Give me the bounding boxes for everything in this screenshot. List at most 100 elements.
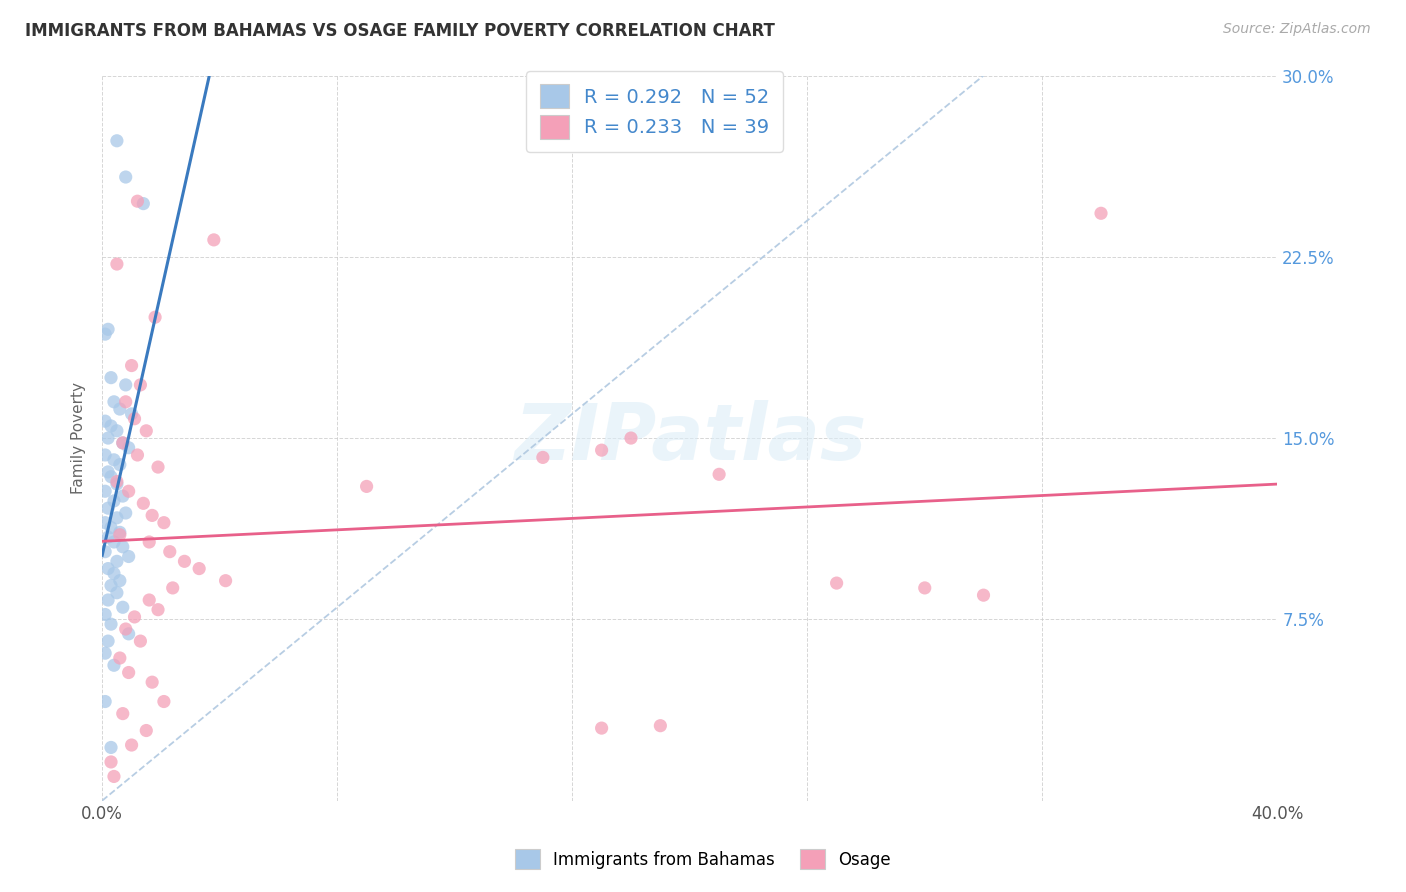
Point <box>94 327 117 342</box>
Point <box>135 424 157 438</box>
Point <box>124 411 146 425</box>
Y-axis label: Family Poverty: Family Poverty <box>72 382 86 494</box>
Point <box>105 554 128 568</box>
Point <box>94 414 117 428</box>
Point <box>114 622 136 636</box>
Point <box>111 706 134 721</box>
Point <box>118 549 141 564</box>
Point <box>141 508 163 523</box>
Point <box>118 441 141 455</box>
Point <box>100 520 122 534</box>
Point <box>127 194 149 209</box>
Point <box>132 496 155 510</box>
Point <box>111 489 134 503</box>
Point <box>114 169 136 184</box>
Point <box>1090 206 1112 220</box>
Point <box>153 516 176 530</box>
Point <box>103 658 125 673</box>
Text: ZIPatlas: ZIPatlas <box>513 401 866 476</box>
Point <box>118 484 141 499</box>
Point <box>620 431 643 445</box>
Point <box>114 377 136 392</box>
Point <box>356 479 378 493</box>
Point <box>127 448 149 462</box>
Point <box>129 377 152 392</box>
Point <box>94 607 117 622</box>
Point <box>162 581 184 595</box>
Point <box>97 593 120 607</box>
Point <box>111 540 134 554</box>
Point <box>531 450 554 465</box>
Point <box>591 443 613 458</box>
Point <box>94 484 117 499</box>
Point <box>105 477 128 491</box>
Point <box>108 651 131 665</box>
Point <box>103 394 125 409</box>
Point <box>111 600 134 615</box>
Point <box>108 525 131 540</box>
Point <box>105 424 128 438</box>
Point <box>100 617 122 632</box>
Point <box>103 494 125 508</box>
Point <box>97 431 120 445</box>
Point <box>97 501 120 516</box>
Point <box>202 233 225 247</box>
Point <box>94 646 117 660</box>
Point <box>973 588 995 602</box>
Point <box>103 566 125 581</box>
Point <box>707 467 730 482</box>
Text: Source: ZipAtlas.com: Source: ZipAtlas.com <box>1223 22 1371 37</box>
Point <box>97 465 120 479</box>
Legend: R = 0.292   N = 52, R = 0.233   N = 39: R = 0.292 N = 52, R = 0.233 N = 39 <box>526 70 783 153</box>
Point <box>146 602 169 616</box>
Point <box>94 544 117 558</box>
Point <box>118 665 141 680</box>
Point <box>111 436 134 450</box>
Point <box>121 738 143 752</box>
Point <box>143 310 166 325</box>
Point <box>100 740 122 755</box>
Point <box>914 581 936 595</box>
Point <box>138 593 160 607</box>
Point <box>108 527 131 541</box>
Point <box>124 610 146 624</box>
Point <box>108 458 131 472</box>
Point <box>105 134 128 148</box>
Point <box>173 554 195 568</box>
Point <box>146 460 169 475</box>
Text: IMMIGRANTS FROM BAHAMAS VS OSAGE FAMILY POVERTY CORRELATION CHART: IMMIGRANTS FROM BAHAMAS VS OSAGE FAMILY … <box>25 22 775 40</box>
Point <box>121 359 143 373</box>
Point <box>214 574 236 588</box>
Point <box>114 506 136 520</box>
Point <box>94 448 117 462</box>
Point <box>138 535 160 549</box>
Point <box>105 475 128 489</box>
Point <box>114 394 136 409</box>
Point <box>188 561 211 575</box>
Point <box>103 535 125 549</box>
Point <box>650 719 672 733</box>
Point <box>94 694 117 708</box>
Point <box>97 322 120 336</box>
Point <box>97 561 120 575</box>
Point <box>94 516 117 530</box>
Point <box>825 576 848 591</box>
Point <box>153 694 176 708</box>
Point <box>108 574 131 588</box>
Point <box>100 578 122 592</box>
Legend: Immigrants from Bahamas, Osage: Immigrants from Bahamas, Osage <box>505 838 901 880</box>
Point <box>100 419 122 434</box>
Point <box>100 755 122 769</box>
Point <box>103 452 125 467</box>
Point <box>105 586 128 600</box>
Point <box>159 544 181 558</box>
Point <box>97 530 120 544</box>
Point <box>97 634 120 648</box>
Point <box>103 769 125 783</box>
Point <box>121 407 143 421</box>
Point <box>141 675 163 690</box>
Point <box>135 723 157 738</box>
Point <box>100 370 122 384</box>
Point <box>132 196 155 211</box>
Point <box>105 257 128 271</box>
